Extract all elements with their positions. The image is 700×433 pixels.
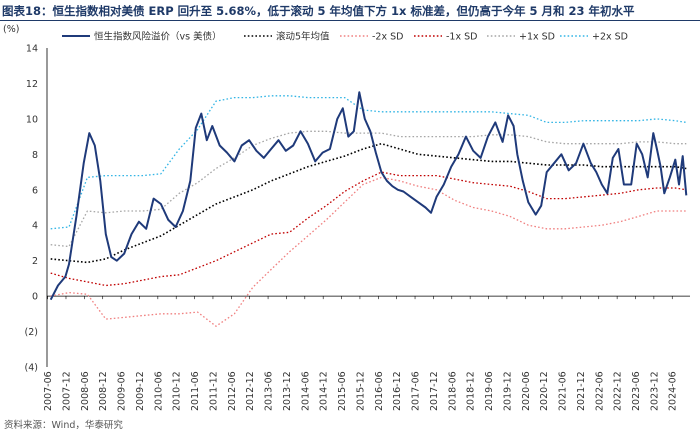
title-bar: 图表18：恒生指数相对美债 ERP 回升至 5.68%，低于滚动 5 年均值下方… — [0, 0, 700, 21]
x-tick-label: 2008-06 — [80, 371, 91, 411]
y-tick-label: 2 — [32, 256, 38, 267]
legend-label-plus2: +2x SD — [592, 32, 628, 43]
series-line-minus1 — [50, 171, 687, 287]
x-tick-label: 2022-06 — [594, 371, 605, 411]
x-tick-label: 2016-06 — [374, 371, 385, 411]
x-tick-label: 2023-06 — [631, 371, 642, 411]
y-tick-label: 6 — [32, 185, 38, 196]
legend-label-plus1: +1x SD — [519, 32, 555, 43]
x-tick-label: 2010-06 — [153, 371, 164, 411]
y-tick-label: 14 — [26, 44, 38, 55]
y-tick-label: (2) — [25, 327, 38, 338]
x-tick-label: 2015-06 — [337, 371, 348, 411]
x-tick-label: 2021-06 — [558, 371, 569, 411]
series-line-plus2 — [50, 95, 687, 230]
x-tick-label: 2009-12 — [135, 371, 146, 411]
x-tick-label: 2007-06 — [43, 371, 54, 411]
series-line-mean — [50, 142, 687, 264]
chart-title: 图表18：恒生指数相对美债 ERP 回升至 5.68%，低于滚动 5 年均值下方… — [2, 4, 635, 18]
x-tick-label: 2007-12 — [61, 371, 72, 411]
x-tick-label: 2016-12 — [392, 371, 403, 411]
x-tick-label: 2014-12 — [319, 371, 330, 411]
x-tick-label: 2011-06 — [190, 371, 201, 411]
y-tick-label: 0 — [32, 292, 38, 303]
series-line-minus2 — [50, 176, 687, 327]
series-line-plus1 — [50, 130, 687, 248]
x-tick-label: 2013-12 — [282, 371, 293, 411]
x-tick-label: 2013-06 — [264, 371, 275, 411]
x-tick-label: 2024-06 — [668, 371, 679, 411]
x-tick-label: 2012-06 — [227, 371, 238, 411]
y-tick-label: 4 — [32, 221, 38, 232]
x-tick-label: 2020-06 — [521, 371, 532, 411]
legend-label-erp: 恒生指数风险溢价（vs 美债） — [94, 31, 222, 43]
y-tick-label: (4) — [25, 363, 38, 374]
x-tick-label: 2018-12 — [466, 371, 477, 411]
x-tick-label: 2011-12 — [208, 371, 219, 411]
x-tick-label: 2010-12 — [172, 371, 183, 411]
legend-label-minus2: -2x SD — [372, 32, 403, 43]
x-tick-label: 2008-12 — [98, 371, 109, 411]
series-line-erp — [49, 91, 688, 301]
x-tick-label: 2014-06 — [300, 371, 311, 411]
x-tick-label: 2009-06 — [117, 371, 128, 411]
x-tick-label: 2017-12 — [429, 371, 440, 411]
legend-label-minus1: -1x SD — [446, 32, 477, 43]
x-tick-label: 2021-12 — [576, 371, 587, 411]
x-tick-label: 2019-06 — [484, 371, 495, 411]
y-axis-unit: (%) — [3, 24, 19, 35]
y-tick-label: 10 — [26, 114, 38, 125]
x-tick-label: 2020-12 — [539, 371, 550, 411]
x-tick-label: 2017-06 — [411, 371, 422, 411]
x-tick-label: 2019-12 — [502, 371, 513, 411]
y-tick-label: 12 — [26, 79, 38, 90]
source-note: 资料来源：Wind，华泰研究 — [4, 420, 123, 431]
x-tick-label: 2022-12 — [613, 371, 624, 411]
y-tick-label: 8 — [32, 150, 38, 161]
x-tick-label: 2015-12 — [355, 371, 366, 411]
legend-label-mean: 滚动5年均值 — [276, 31, 330, 43]
erp-line-chart: (%) (4) (2) 0 2 4 6 8 10 12 14 2007-06 2007-12 2008-0… — [3, 24, 690, 411]
x-tick-label: 2018-06 — [447, 371, 458, 411]
x-tick-label: 2012-12 — [245, 371, 256, 411]
x-tick-label: 2023-12 — [649, 371, 660, 411]
